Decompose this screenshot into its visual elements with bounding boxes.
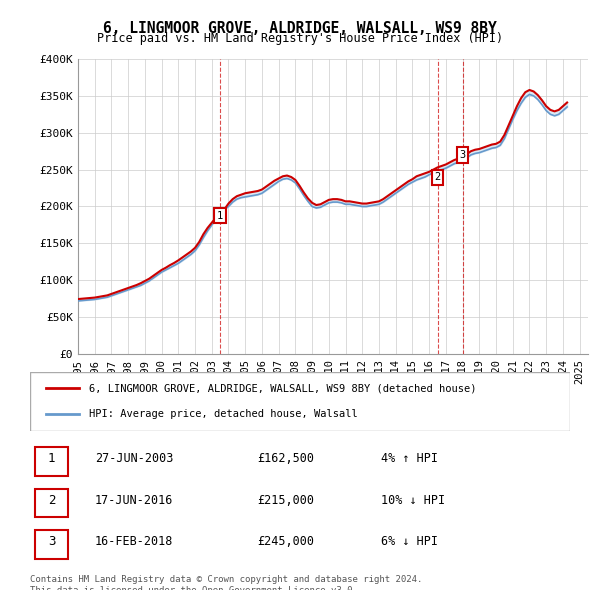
Text: 1: 1 <box>217 211 223 221</box>
Text: £215,000: £215,000 <box>257 494 314 507</box>
FancyBboxPatch shape <box>35 489 68 517</box>
Text: 2: 2 <box>434 172 440 182</box>
Text: 27-JUN-2003: 27-JUN-2003 <box>95 452 173 465</box>
Text: £245,000: £245,000 <box>257 535 314 548</box>
FancyBboxPatch shape <box>35 530 68 559</box>
Text: Price paid vs. HM Land Registry's House Price Index (HPI): Price paid vs. HM Land Registry's House … <box>97 32 503 45</box>
Text: 1: 1 <box>48 452 55 465</box>
Text: 16-FEB-2018: 16-FEB-2018 <box>95 535 173 548</box>
Text: Contains HM Land Registry data © Crown copyright and database right 2024.
This d: Contains HM Land Registry data © Crown c… <box>30 575 422 590</box>
Text: 6, LINGMOOR GROVE, ALDRIDGE, WALSALL, WS9 8BY: 6, LINGMOOR GROVE, ALDRIDGE, WALSALL, WS… <box>103 21 497 35</box>
Text: 17-JUN-2016: 17-JUN-2016 <box>95 494 173 507</box>
Text: £162,500: £162,500 <box>257 452 314 465</box>
FancyBboxPatch shape <box>30 372 570 431</box>
Text: 10% ↓ HPI: 10% ↓ HPI <box>381 494 445 507</box>
Text: HPI: Average price, detached house, Walsall: HPI: Average price, detached house, Wals… <box>89 409 358 419</box>
Text: 4% ↑ HPI: 4% ↑ HPI <box>381 452 438 465</box>
Text: 3: 3 <box>460 150 466 160</box>
FancyBboxPatch shape <box>35 447 68 476</box>
Text: 6, LINGMOOR GROVE, ALDRIDGE, WALSALL, WS9 8BY (detached house): 6, LINGMOOR GROVE, ALDRIDGE, WALSALL, WS… <box>89 384 477 393</box>
Text: 6% ↓ HPI: 6% ↓ HPI <box>381 535 438 548</box>
Text: 3: 3 <box>48 535 55 548</box>
Text: 2: 2 <box>48 494 55 507</box>
